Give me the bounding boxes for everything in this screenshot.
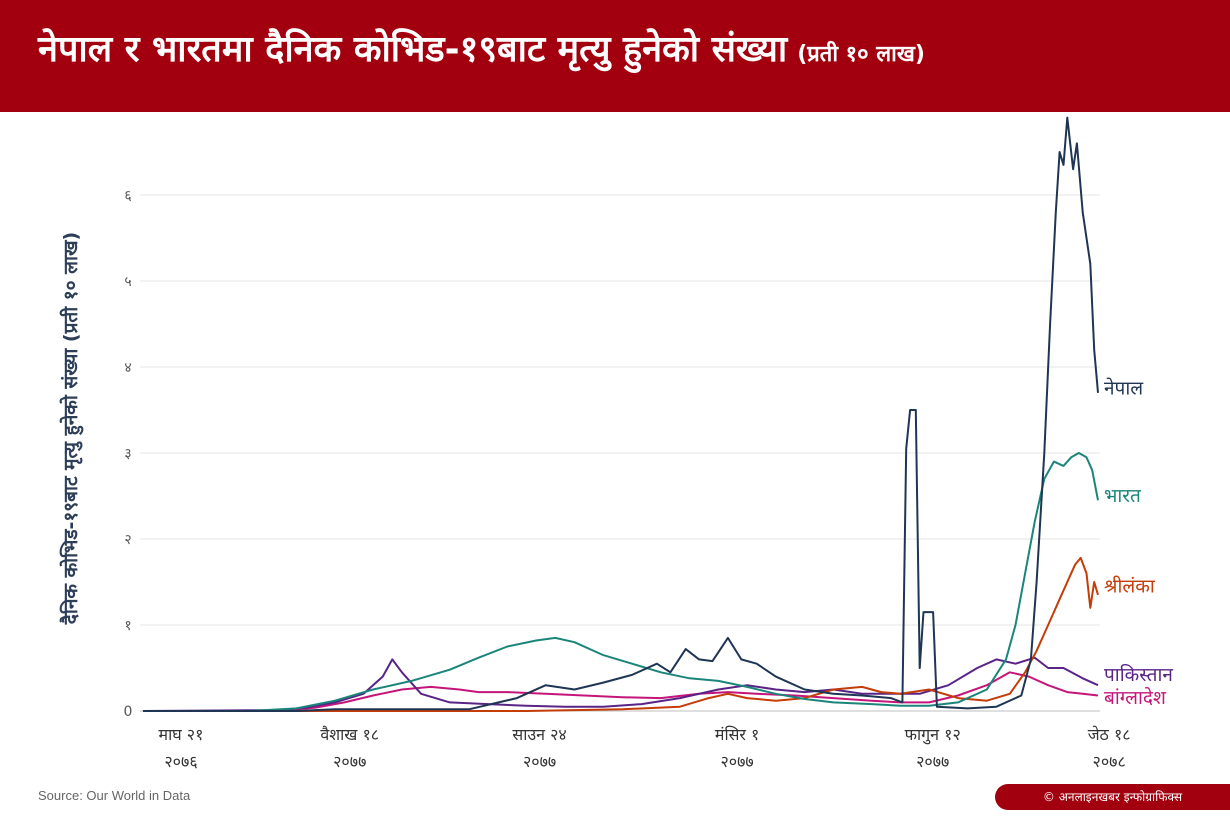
y-tick-label: 0 <box>124 704 133 720</box>
series-line-1 <box>143 452 1099 712</box>
title-banner: नेपाल र भारतमा दैनिक कोभिड-१९बाट मृत्यु … <box>0 0 1230 112</box>
title-main: नेपाल र भारतमा दैनिक कोभिड-१९बाट मृत्यु … <box>38 29 788 70</box>
chart-title: नेपाल र भारतमा दैनिक कोभिड-१९बाट मृत्यु … <box>38 26 925 79</box>
x-tick-year: २०७७ <box>523 752 556 771</box>
credit-badge: © अनलाइनखबर इन्फोग्राफिक्स <box>995 784 1230 810</box>
series-label: नेपाल <box>1104 377 1144 400</box>
series-line-0 <box>143 116 1099 712</box>
series-label: भारत <box>1104 485 1142 507</box>
y-tick-label: ३ <box>124 446 131 462</box>
x-tick-year: २०७६ <box>164 752 197 771</box>
y-tick-label: ५ <box>124 274 131 290</box>
y-tick-label: ६ <box>124 188 131 204</box>
x-tick-year: २०७७ <box>916 752 949 771</box>
series-label: श्रीलंका <box>1104 574 1156 597</box>
y-axis-title: दैनिक कोभिड-१९बाट मृत्यु हुनेको संख्या (… <box>60 231 82 625</box>
series-line-4 <box>143 671 1099 712</box>
source-note: Source: Our World in Data <box>38 788 191 803</box>
series-line-2 <box>143 556 1099 712</box>
x-tick-year: २०७७ <box>720 752 753 771</box>
series-line-3 <box>142 656 1099 712</box>
y-tick-label: २ <box>124 532 131 548</box>
x-tick-year: २०७७ <box>333 752 366 771</box>
series-label: पाकिस्तान <box>1104 663 1173 686</box>
x-tick-label: माघ २१ <box>159 725 204 744</box>
x-tick-label: वैशाख १८ <box>320 725 379 744</box>
series-label: बांग्लादेश <box>1104 686 1167 709</box>
x-tick-label: मंसिर १ <box>715 725 759 744</box>
x-tick-label: जेठ १८ <box>1088 725 1131 744</box>
x-tick-label: फागुन १२ <box>905 725 961 745</box>
x-tick-label: साउन २४ <box>512 725 566 744</box>
line-chart: 0 १ २ ३ ४ ५ ६ माघ २१ २०७६ वैशाख १८ २०७७ साउन २४ २०७७… <box>124 116 1173 771</box>
title-suffix: (प्रती १० लाख) <box>797 42 925 67</box>
y-tick-label: ४ <box>124 360 131 376</box>
x-tick-year: २०७८ <box>1093 752 1126 771</box>
y-tick-label: १ <box>124 618 131 634</box>
